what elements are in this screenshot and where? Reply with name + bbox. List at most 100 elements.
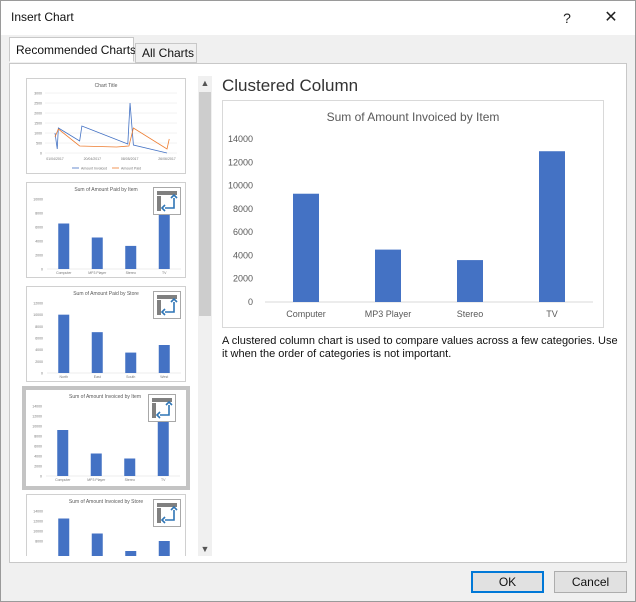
y-tick-label: 2000 xyxy=(233,274,253,284)
bar-stereo xyxy=(457,260,483,302)
thumbnail-bar xyxy=(125,551,137,556)
thumbnail-y-tick: 8000 xyxy=(35,540,43,544)
thumbnail-y-tick: 1500 xyxy=(34,122,42,126)
thumbnail-y-tick: 1000 xyxy=(34,132,42,136)
thumbnail-y-tick: 12000 xyxy=(33,520,43,524)
thumbnail-bar xyxy=(158,345,170,373)
thumbnail-y-tick: 10000 xyxy=(33,313,43,317)
thumbnail-svg: Chart Title 3000 2500 2000 1500 1000 500 0 01/04… xyxy=(34,83,177,171)
tab-recommended-charts[interactable]: Recommended Charts xyxy=(9,37,136,62)
thumbnail-bar xyxy=(157,411,169,476)
thumbnail-y-tick: 4000 xyxy=(35,348,43,352)
thumbnail-y-tick: 10000 xyxy=(32,425,42,429)
thumbnail-x-tick: 01/04/2017 xyxy=(46,157,64,161)
thumbnail-y-tick: 0 xyxy=(40,152,42,156)
cancel-button[interactable]: Cancel xyxy=(554,571,627,593)
thumbnail-x-tick: Stereo xyxy=(125,478,135,482)
x-tick-label: MP3 Player xyxy=(365,309,412,319)
thumbnail-y-tick: 6000 xyxy=(34,445,42,449)
title-bar: Insert Chart ? ✕ xyxy=(1,1,635,35)
thumbnail-x-tick: Computer xyxy=(56,271,72,275)
thumbnail-y-tick: 12000 xyxy=(33,302,43,306)
x-tick-label: TV xyxy=(546,309,558,319)
bar-tv xyxy=(539,151,565,302)
bar-mp3-player xyxy=(375,249,401,302)
thumbnail-title: Sum of Amount Invoiced by Item xyxy=(69,394,141,400)
chart-thumbnail-line[interactable]: Chart Title 3000 2500 2000 1500 1000 500 0 01/04… xyxy=(26,78,186,174)
chart-thumbnail-paid-by-item[interactable]: Sum of Amount Paid by Item 10000 8000 6000 4… xyxy=(26,182,186,278)
thumbnail-y-tick: 14000 xyxy=(33,510,43,514)
thumbnail-bar xyxy=(58,314,70,373)
scroll-thumb[interactable] xyxy=(199,92,211,316)
thumbnail-bar xyxy=(158,213,170,269)
thumbnail-x-tick: Stereo xyxy=(126,271,136,275)
thumbnail-y-tick: 6000 xyxy=(35,226,43,230)
thumbnail-bar xyxy=(91,237,103,269)
thumbnail-x-tick: MP3 Player xyxy=(87,478,106,482)
thumbnail-y-tick: 0 xyxy=(41,372,43,376)
thumbnail-y-tick: 2000 xyxy=(34,112,42,116)
thumbnail-svg: Sum of Amount Paid by Item 10000 8000 6000 4… xyxy=(33,187,181,275)
thumbnail-y-tick: 4000 xyxy=(35,240,43,244)
preview-description: A clustered column chart is used to comp… xyxy=(222,335,618,360)
close-button[interactable]: ✕ xyxy=(604,9,618,26)
thumbnail-y-tick: 14000 xyxy=(32,405,42,409)
preview-chart-type-title: Clustered Column xyxy=(222,76,359,95)
thumbnail-bar xyxy=(125,245,137,269)
y-tick-label: 0 xyxy=(248,297,253,307)
thumbnail-x-tick: Computer xyxy=(55,478,71,482)
ok-button[interactable]: OK xyxy=(471,571,544,593)
y-tick-label: 10000 xyxy=(228,181,253,191)
thumbnail-line-series xyxy=(54,127,170,150)
chart-thumbnail-invoiced-by-item[interactable]: Sum of Amount Invoiced by Item 14000 12000… xyxy=(22,386,190,490)
chart-thumbnail-invoiced-by-store[interactable]: Sum of Amount Invoiced by Store 14000 1200… xyxy=(26,494,186,556)
thumbnail-bar xyxy=(57,430,69,476)
preview-chart-svg: Sum of Amount Invoiced by Item 0 2000 4000 6… xyxy=(228,110,593,319)
thumbnail-x-tick: 20/04/2017 xyxy=(84,157,102,161)
thumbnail-y-tick: 4000 xyxy=(34,455,42,459)
thumbnail-y-tick: 8000 xyxy=(35,212,43,216)
thumbnail-y-tick: 2000 xyxy=(35,360,43,364)
y-tick-label: 6000 xyxy=(233,227,253,237)
x-tick-label: Computer xyxy=(286,309,326,319)
thumbnail-svg: Sum of Amount Invoiced by Item 14000 12000… xyxy=(32,394,180,482)
thumbnail-y-tick: 6000 xyxy=(35,337,43,341)
thumbnail-y-tick: 3000 xyxy=(34,92,42,96)
thumbnail-legend-label: Amount Paid xyxy=(121,167,141,171)
thumbnail-title: Sum of Amount Invoiced by Store xyxy=(69,499,143,505)
help-button[interactable]: ? xyxy=(563,10,571,26)
thumbnail-svg: Sum of Amount Invoiced by Store 14000 1200… xyxy=(33,499,170,556)
thumbnail-title: Chart Title xyxy=(95,83,118,89)
tab-all-charts[interactable]: All Charts xyxy=(135,43,197,63)
thumbnail-bar xyxy=(158,541,170,556)
chart-title: Sum of Amount Invoiced by Item xyxy=(327,110,500,124)
thumbnail-x-tick: MP3 Player xyxy=(88,271,107,275)
thumbnail-x-tick: 26/06/2017 xyxy=(158,157,176,161)
thumbnail-y-tick: 10000 xyxy=(33,530,43,534)
thumbnail-scrollbar[interactable]: ▲ ▼ xyxy=(198,76,212,556)
scroll-down-arrow-icon[interactable]: ▼ xyxy=(200,544,210,554)
thumbnail-bar xyxy=(58,223,70,269)
thumbnail-x-tick: West xyxy=(160,375,168,379)
pivot-chart-icon xyxy=(153,187,181,215)
thumbnail-title: Sum of Amount Paid by Store xyxy=(73,291,139,297)
thumbnail-bar xyxy=(125,352,137,373)
y-tick-label: 14000 xyxy=(228,134,253,144)
tab-content-panel: Chart Title 3000 2500 2000 1500 1000 500 0 01/04… xyxy=(9,63,627,563)
pivot-chart-icon xyxy=(153,291,181,319)
thumbnail-y-tick: 0 xyxy=(40,475,42,479)
thumbnail-title: Sum of Amount Paid by Item xyxy=(74,187,137,193)
recommended-chart-list[interactable]: Chart Title 3000 2500 2000 1500 1000 500 0 01/04… xyxy=(22,76,198,556)
scroll-up-arrow-icon[interactable]: ▲ xyxy=(200,78,210,88)
chart-thumbnail-paid-by-store[interactable]: Sum of Amount Paid by Store 12000 10000 800… xyxy=(26,286,186,382)
thumbnail-y-tick: 2500 xyxy=(34,102,42,106)
thumbnail-x-tick: North xyxy=(59,375,68,379)
bar-computer xyxy=(293,193,319,302)
dialog-title: Insert Chart xyxy=(11,10,74,24)
thumbnail-bar xyxy=(124,458,136,476)
thumbnail-y-tick: 8000 xyxy=(34,435,42,439)
thumbnail-bar xyxy=(58,518,70,556)
thumbnail-y-tick: 10000 xyxy=(33,198,43,202)
x-tick-label: Stereo xyxy=(457,309,484,319)
thumbnail-y-tick: 500 xyxy=(36,142,42,146)
